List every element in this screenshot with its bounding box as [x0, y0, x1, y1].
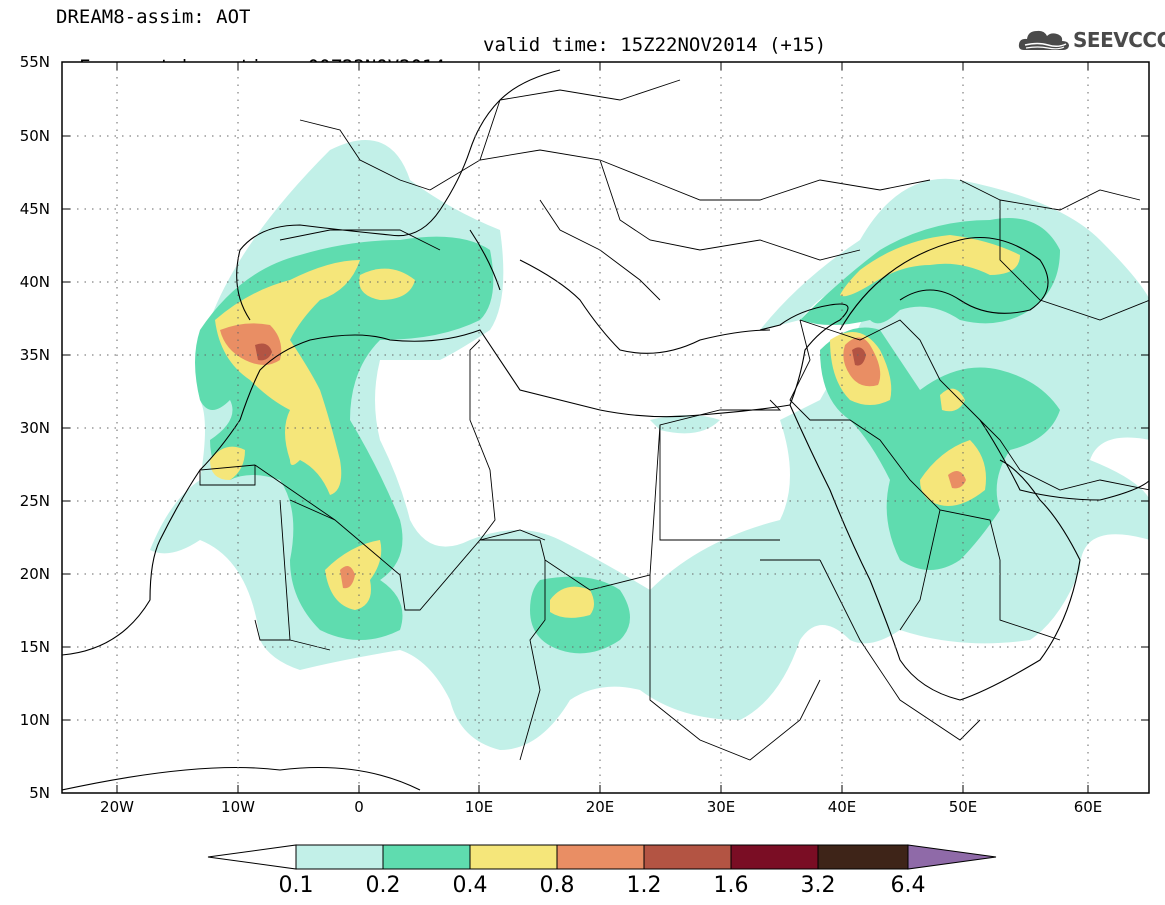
colorbar-label: 0.2 — [366, 873, 401, 898]
lat-label: 25N — [20, 492, 50, 510]
colorbar-label: 6.4 — [891, 873, 926, 898]
lat-label: 45N — [20, 200, 50, 218]
borders — [199, 79, 1149, 761]
colorbar-swatch — [295, 844, 384, 870]
lon-label: 50E — [949, 798, 978, 816]
lat-label: 10N — [20, 711, 50, 729]
aot-fields — [150, 140, 1149, 750]
colorbar-label: 3.2 — [801, 873, 836, 898]
lat-label: 50N — [20, 127, 50, 145]
colorbar-label: 0.8 — [540, 873, 575, 898]
lat-label: 20N — [20, 565, 50, 583]
lat-label: 35N — [20, 346, 50, 364]
map-title: DREAM8-assim: AOT — [56, 6, 251, 28]
colorbar-label: 1.6 — [714, 873, 749, 898]
lon-label: 40E — [828, 798, 857, 816]
colorbar-swatch — [643, 844, 732, 870]
lon-label: 20E — [586, 798, 615, 816]
lat-label: 5N — [29, 784, 50, 802]
colorbar-over-triangle — [907, 844, 997, 870]
lon-label: 10E — [465, 798, 494, 816]
colorbar-swatch — [556, 844, 645, 870]
ticks — [62, 61, 1149, 794]
coastlines — [62, 69, 1149, 791]
lon-label: 30E — [707, 798, 736, 816]
colorbar-under-triangle — [207, 844, 297, 870]
seevccc-logo-text: SEEVCCC — [1073, 28, 1165, 52]
colorbar-label: 0.4 — [453, 873, 488, 898]
colorbar-swatch — [469, 844, 558, 870]
aot-level-1-2 — [255, 343, 866, 366]
colorbar-label: 1.2 — [627, 873, 662, 898]
colorbar-label: 0.1 — [279, 873, 314, 898]
valid-time-label: valid time: 15Z22NOV2014 (+15) — [483, 34, 827, 56]
colorbar-swatch — [382, 844, 471, 870]
lon-label: 10W — [221, 798, 255, 816]
colorbar-swatch — [730, 844, 819, 870]
lon-label: 20W — [100, 798, 134, 816]
cloud-icon — [1018, 30, 1069, 50]
colorbar-swatch — [817, 844, 909, 870]
lat-label: 55N — [20, 53, 50, 71]
graticule — [62, 62, 1149, 793]
lat-labels: 55N 50N 45N 40N 35N 30N 25N 20N 15N 10N … — [20, 53, 50, 802]
lon-label: 60E — [1074, 798, 1103, 816]
lon-labels: 20W 10W 0 10E 20E 30E 40E 50E 60E — [100, 798, 1102, 816]
colorbar: 0.1 0.2 0.4 0.8 1.2 1.6 3.2 6.4 — [207, 844, 997, 898]
lat-label: 30N — [20, 419, 50, 437]
lat-label: 40N — [20, 273, 50, 291]
lon-label: 0 — [354, 798, 364, 816]
lat-label: 15N — [20, 638, 50, 656]
